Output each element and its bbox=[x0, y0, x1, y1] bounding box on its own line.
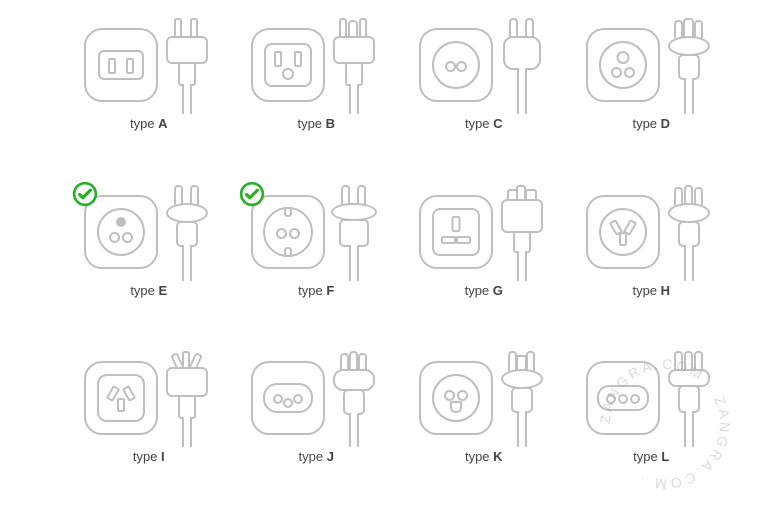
plug-label: type J bbox=[299, 449, 334, 464]
plug-label: type I bbox=[133, 449, 165, 464]
plug-label: type G bbox=[465, 283, 503, 298]
plug-label: type K bbox=[465, 449, 503, 464]
plug-label: type A bbox=[130, 116, 168, 131]
plug-cell-l: type L bbox=[573, 345, 731, 492]
plug-label: type L bbox=[633, 449, 669, 464]
plug-cell-h: type H bbox=[573, 179, 731, 326]
plug-cell-e: type E bbox=[70, 179, 228, 326]
plug-cell-d: type D bbox=[573, 12, 731, 159]
plug-art-a bbox=[74, 12, 224, 112]
plug-cell-k: type K bbox=[405, 345, 563, 492]
plug-label: type D bbox=[632, 116, 670, 131]
plug-cell-c: type C bbox=[405, 12, 563, 159]
plug-label: type F bbox=[298, 283, 334, 298]
plug-label: type B bbox=[297, 116, 335, 131]
plug-cell-f: type F bbox=[238, 179, 396, 326]
plug-label: type H bbox=[632, 283, 670, 298]
plug-cell-i: type I bbox=[70, 345, 228, 492]
plug-cell-a: type A bbox=[70, 12, 228, 159]
plug-cell-b: type B bbox=[238, 12, 396, 159]
check-icon bbox=[72, 181, 98, 207]
plug-label: type E bbox=[130, 283, 167, 298]
plug-cell-g: type G bbox=[405, 179, 563, 326]
plug-type-grid: type A type B bbox=[70, 12, 730, 492]
plug-label: type C bbox=[465, 116, 503, 131]
plug-cell-j: type J bbox=[238, 345, 396, 492]
check-icon bbox=[239, 181, 265, 207]
